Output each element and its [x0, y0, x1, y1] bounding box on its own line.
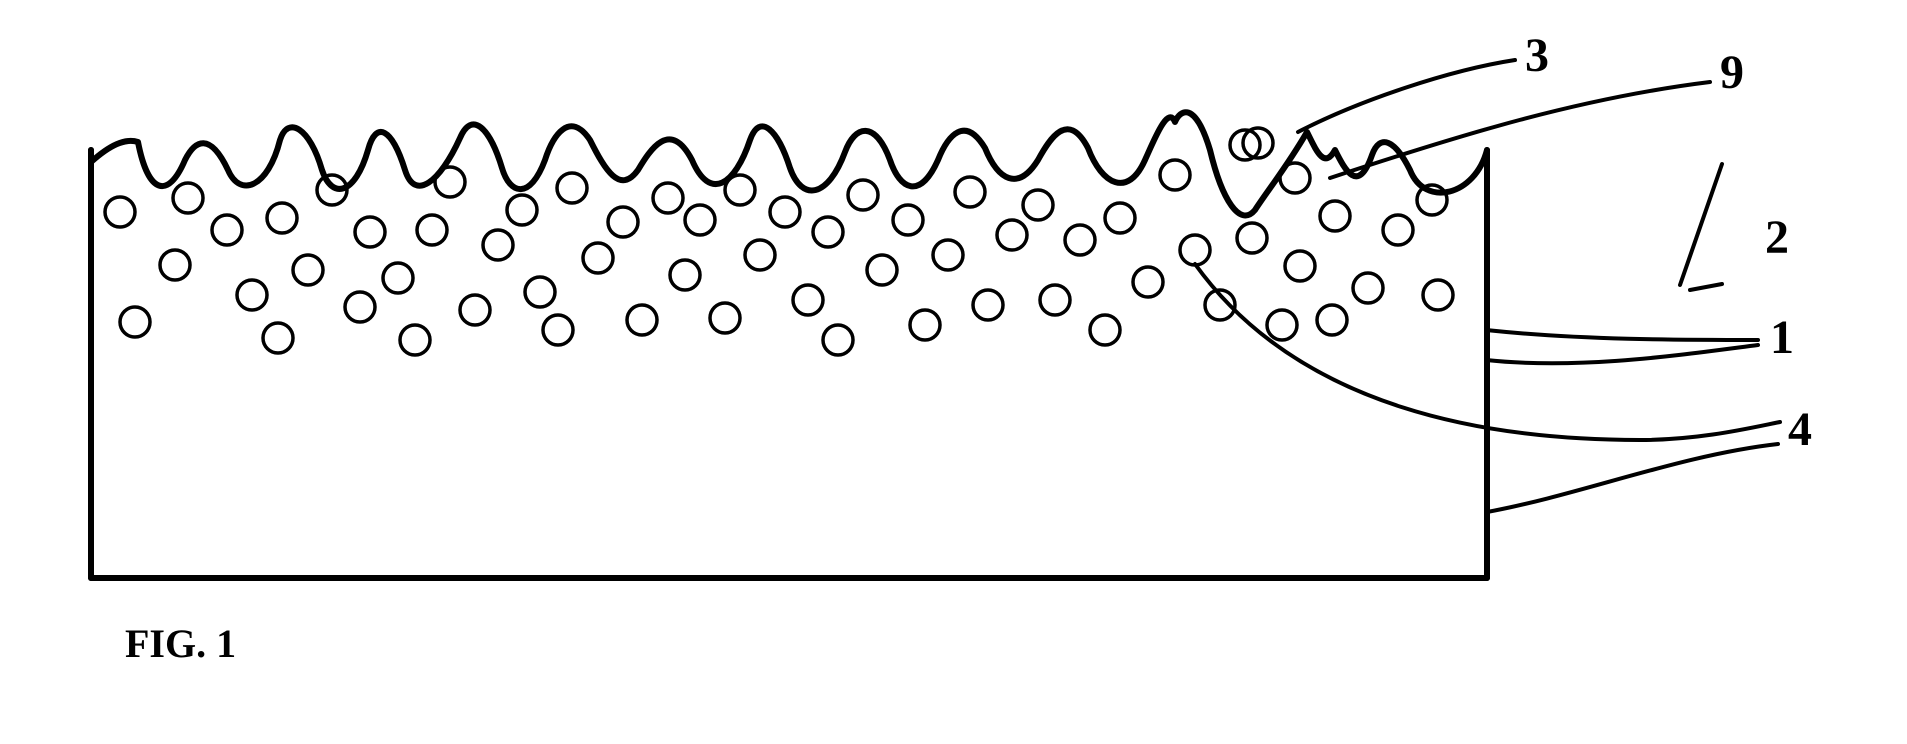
callout-label-2: 2: [1765, 210, 1789, 265]
figure-container: FIG. 1 3 9 2 1 4: [20, 20, 1907, 724]
figure-svg: [20, 20, 1907, 724]
callout-label-3: 3: [1525, 28, 1549, 83]
callout-label-4: 4: [1788, 402, 1812, 457]
callout-label-1: 1: [1770, 310, 1794, 365]
figure-caption: FIG. 1: [125, 620, 236, 667]
callout-label-9: 9: [1720, 45, 1744, 100]
